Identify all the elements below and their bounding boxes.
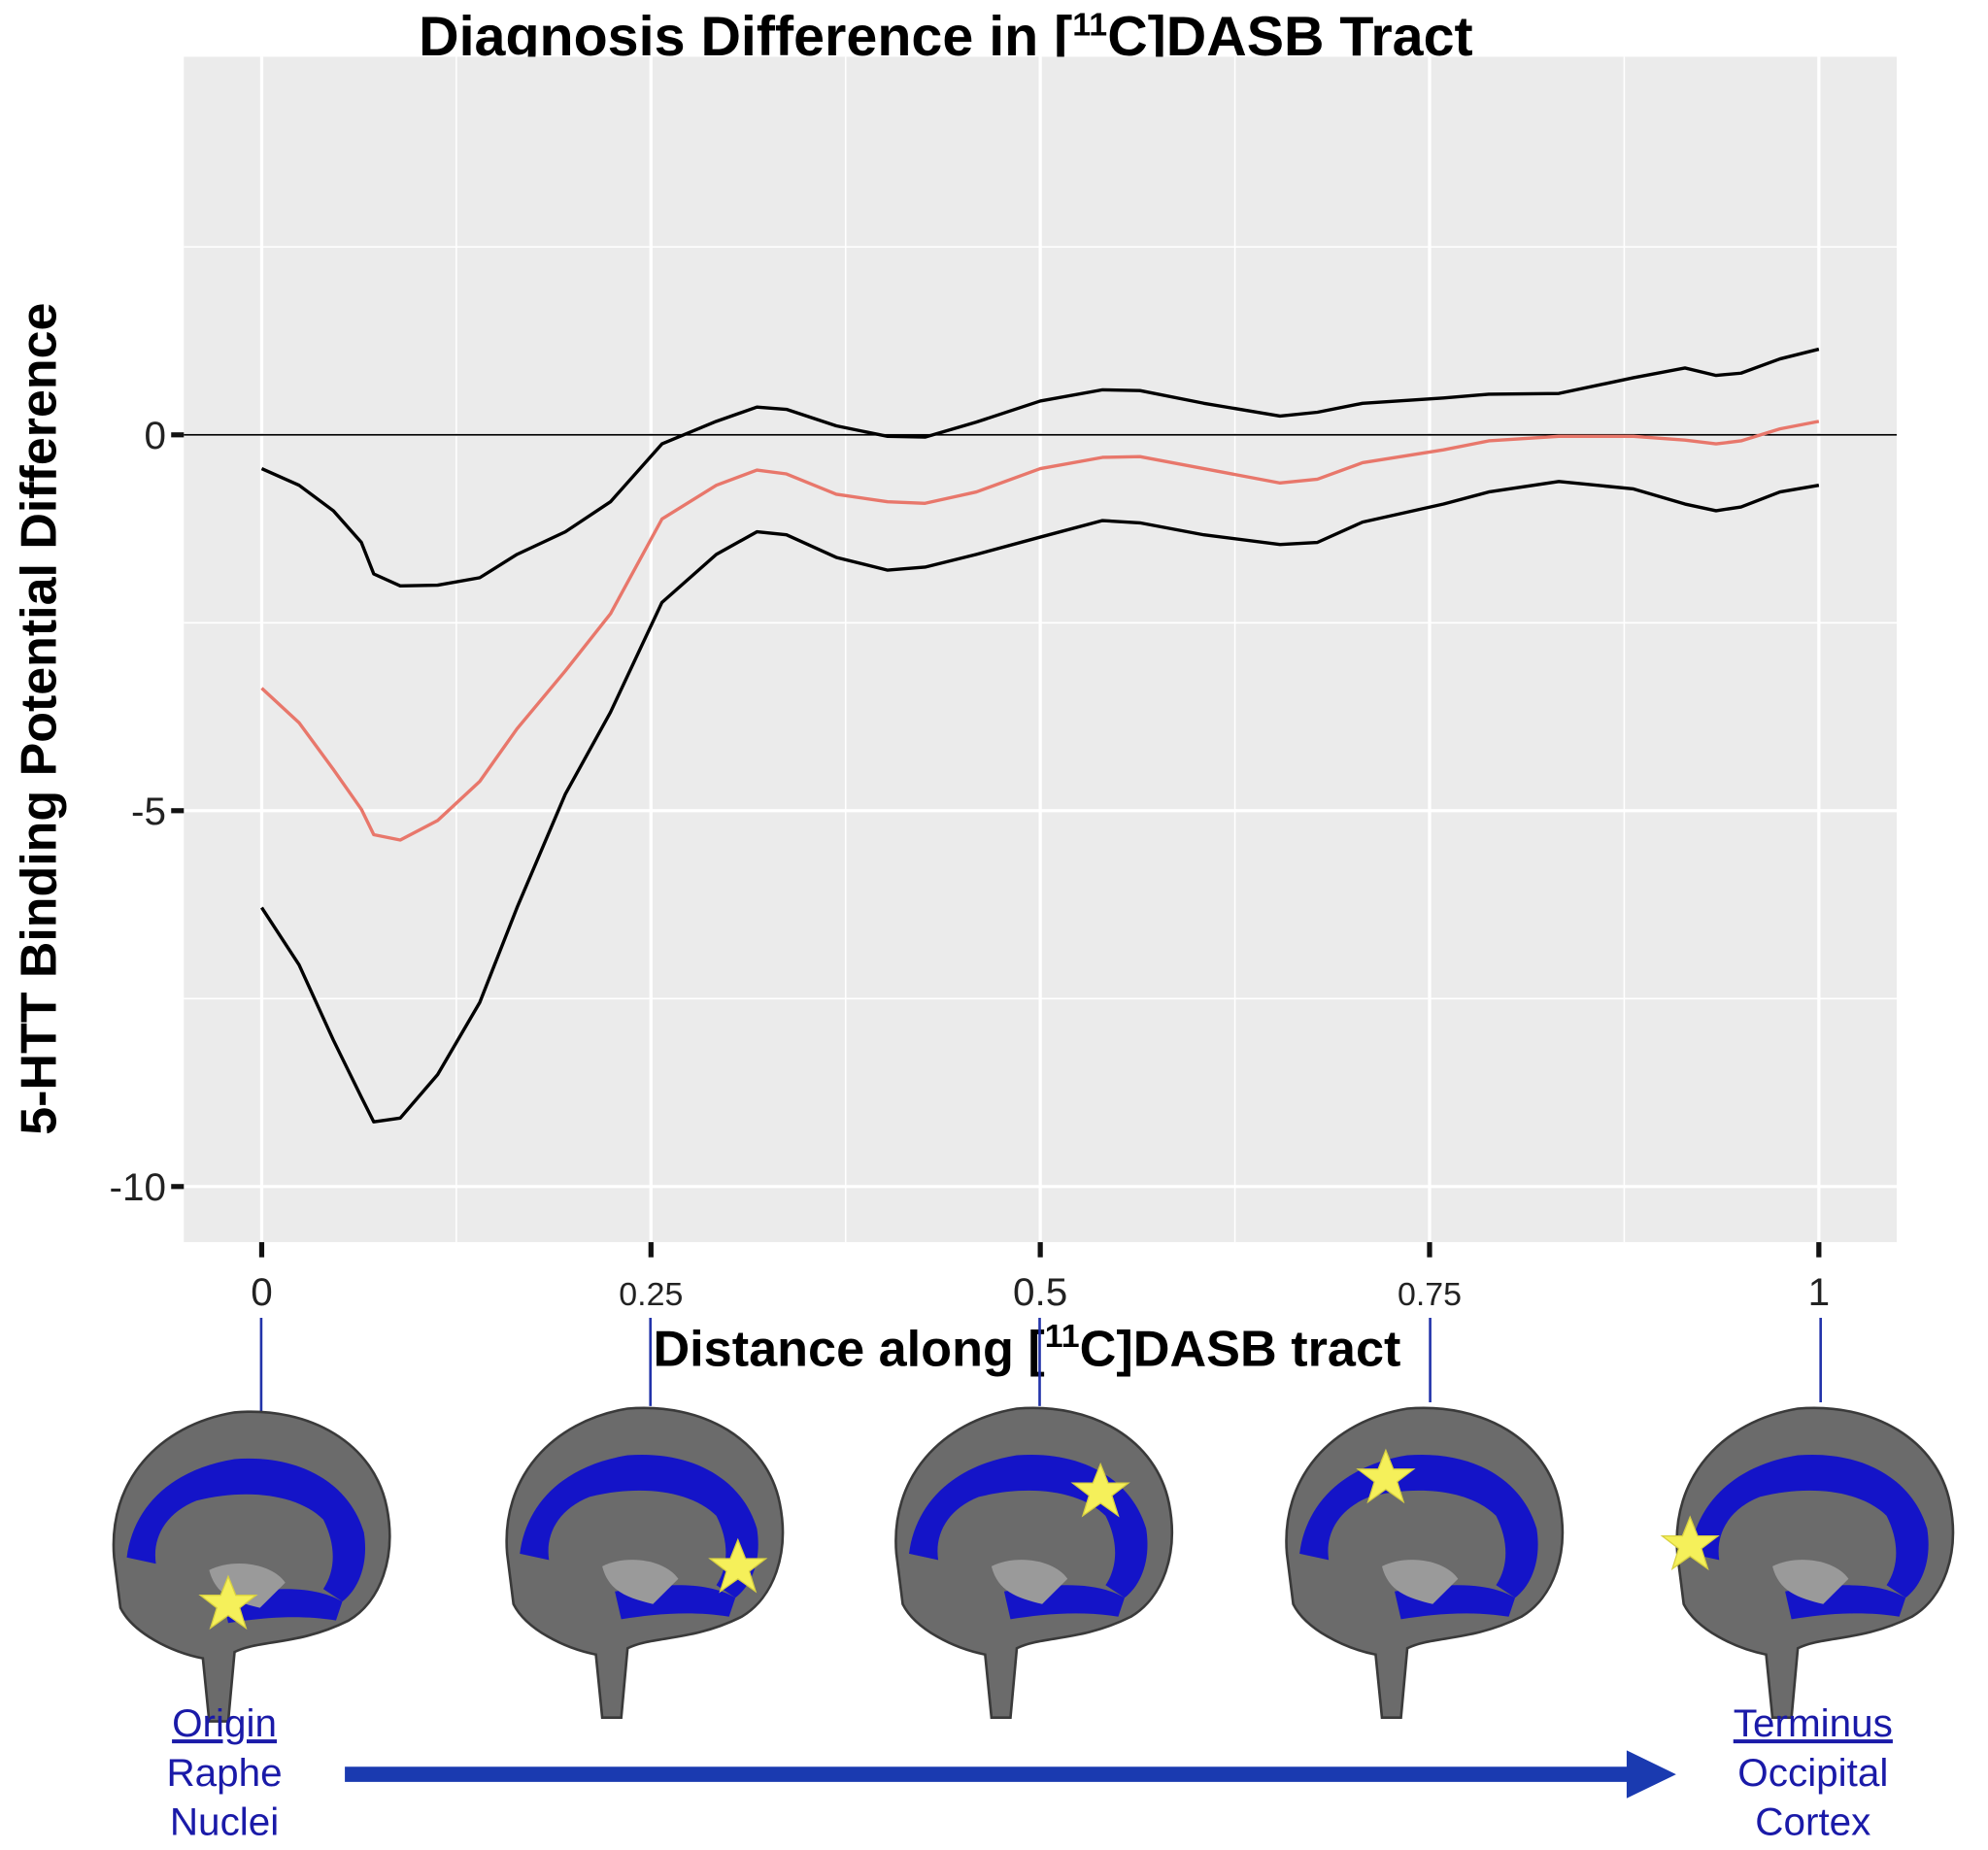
origin-label: Origin Raphe Nuclei [166, 1700, 282, 1843]
x-axis-label: Distance along [11C]DASB tract [653, 1318, 1400, 1377]
series-line [260, 480, 1820, 1124]
series-line [260, 347, 1820, 589]
annotation: Nuclei [170, 1800, 279, 1844]
y-tick-label: 0 [145, 413, 167, 457]
series-line [260, 420, 1820, 842]
x-tick-label: 1 [1808, 1269, 1831, 1314]
x-tick-label: 0.25 [619, 1276, 683, 1313]
brain-image [894, 1406, 1174, 1719]
brain-image [112, 1410, 391, 1723]
annotation: Occipital [1737, 1750, 1888, 1795]
x-label-text: C]DASB tract [1080, 1321, 1401, 1377]
brains [112, 1318, 1955, 1723]
x-tick-label: 0.5 [1013, 1269, 1067, 1314]
y-axis-label: 5-HTT Binding Potential Difference [11, 303, 67, 1135]
x-tick-label: 0 [251, 1269, 273, 1314]
brain-image [1285, 1406, 1565, 1719]
annotation: Terminus [1734, 1700, 1893, 1745]
annotation: Origin [172, 1700, 277, 1745]
arrow-head [1626, 1750, 1676, 1799]
annotation: Raphe [166, 1750, 282, 1795]
y-tick-label: -10 [110, 1164, 166, 1209]
x-label-text: Distance along [ [653, 1321, 1044, 1377]
annotation: Cortex [1755, 1800, 1870, 1844]
x-label-sup: 11 [1045, 1318, 1080, 1355]
x-tick-label: 0.75 [1398, 1276, 1462, 1313]
brain-image [1675, 1406, 1955, 1719]
y-tick-label: -5 [131, 789, 166, 833]
title-sup: 11 [1072, 6, 1107, 43]
terminus-label: Terminus Occipital Cortex [1734, 1700, 1893, 1843]
